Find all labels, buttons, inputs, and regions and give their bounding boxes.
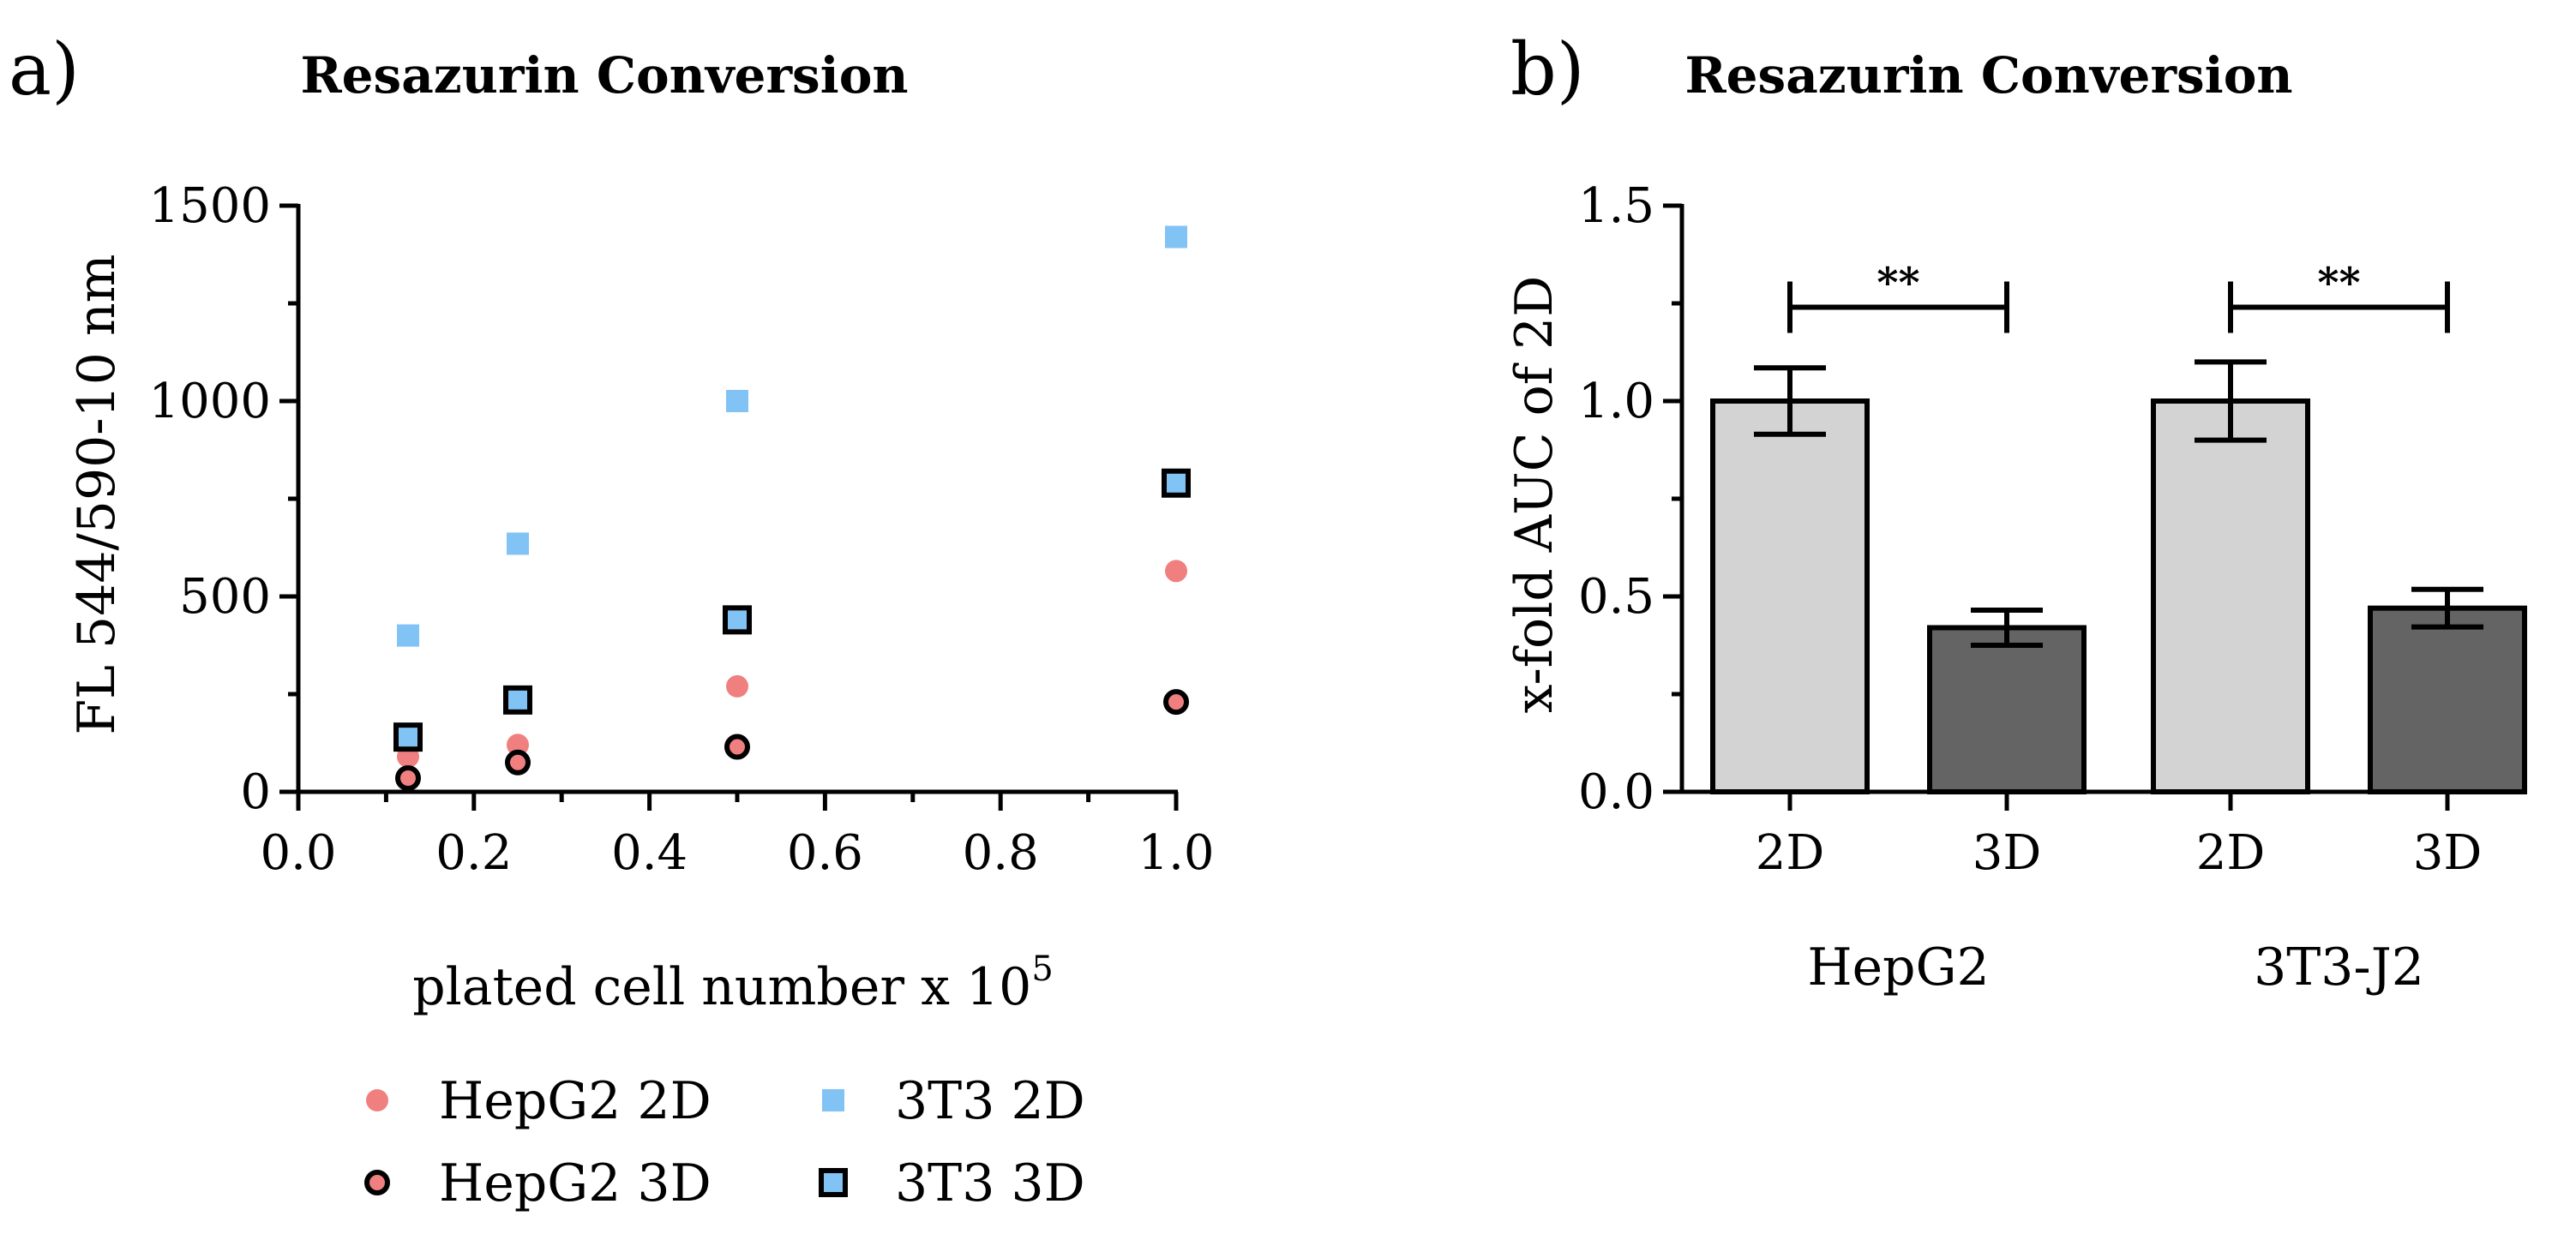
- data-point-hepg2-3d: [395, 765, 421, 792]
- legend-label-3t3-3d: 3T3 3D: [895, 1153, 1085, 1213]
- data-point-3t3-2d: [397, 624, 419, 647]
- panel-b-significance: ** **: [1787, 260, 2450, 333]
- legend-label-hepg2-2d: HepG2 2D: [439, 1071, 712, 1131]
- panel-a-x-tick-label: 0.0: [260, 825, 336, 881]
- data-point-hepg2-2d: [726, 674, 748, 698]
- panel-b-group-label: 3T3-J2: [2254, 937, 2424, 997]
- panel-a: a) Resazurin Conversion FL 544/590-10 nm…: [9, 27, 1215, 1213]
- panel-a-points: [393, 225, 1191, 792]
- panel-b-group-label: HepG2: [1807, 937, 1989, 997]
- data-point-3t3-3d: [1162, 468, 1191, 498]
- panel-a-legend: HepG2 2D HepG2 3D 3T3 2D 3T3 3D: [364, 1071, 1085, 1213]
- data-point-3t3-2d: [1165, 225, 1187, 249]
- data-point-hepg2-3d: [1163, 689, 1189, 716]
- panel-b-bars: [1710, 359, 2527, 794]
- panel-a-title: Resazurin Conversion: [300, 46, 908, 105]
- data-point-hepg2-3d: [724, 734, 750, 760]
- panel-a-y-tick-label: 1500: [148, 178, 271, 234]
- panel-b-category-label: 3D: [2413, 825, 2483, 881]
- panel-a-y-axis-title: FL 544/590-10 nm: [67, 254, 127, 734]
- panel-a-y-tick-label: 500: [179, 569, 271, 625]
- panel-a-x-tick-label: 0.8: [963, 825, 1039, 881]
- data-point-3t3-2d: [726, 390, 748, 412]
- bar: [2151, 398, 2310, 794]
- panel-a-x-tick-label: 0.4: [611, 825, 688, 881]
- panel-a-axes: 0 500 1000 1500 0.0 0.2 0.4 0.6 0.8 1.0: [148, 178, 1214, 881]
- panel-a-x-axis-title: plated cell number x 105: [412, 949, 1054, 1017]
- panel-b-category-label: 2D: [2196, 825, 2266, 881]
- panel-b-y-tick-label: 1.0: [1578, 374, 1654, 429]
- legend-marker-3t3-3d: [819, 1168, 848, 1197]
- data-point-3t3-2d: [507, 532, 529, 555]
- data-point-3t3-3d: [393, 722, 423, 752]
- data-point-hepg2-3d: [505, 749, 531, 776]
- legend-label-hepg2-3d: HepG2 3D: [439, 1153, 712, 1213]
- panel-a-label: a): [9, 27, 80, 111]
- significance-label: **: [1876, 260, 1919, 308]
- panel-b-label: b): [1510, 27, 1585, 111]
- bar: [1710, 398, 1870, 794]
- legend-label-3t3-2d: 3T3 2D: [895, 1071, 1085, 1131]
- data-point-3t3-3d: [723, 605, 752, 635]
- panel-a-y-tick-label: 1000: [148, 374, 271, 429]
- panel-b-title: Resazurin Conversion: [1684, 46, 2292, 105]
- panel-b-y-tick-label: 1.5: [1578, 178, 1654, 234]
- panel-b-y-tick-label: 0.0: [1578, 764, 1654, 820]
- panel-b-y-tick-label: 0.5: [1578, 569, 1654, 625]
- bar: [2368, 605, 2527, 794]
- panel-b: b) Resazurin Conversion x-fold AUC of 2D…: [1504, 27, 2527, 997]
- panel-a-x-tick-label: 0.2: [435, 825, 512, 881]
- panel-a-x-tick-label: 0.6: [787, 825, 863, 881]
- legend-marker-3t3-2d: [822, 1089, 844, 1111]
- panel-b-category-label: 2D: [1756, 825, 1825, 881]
- data-point-hepg2-2d: [507, 734, 529, 757]
- data-point-3t3-3d: [503, 685, 532, 715]
- panel-a-x-axis-title-exponent: 5: [1031, 949, 1053, 989]
- panel-a-x-tick-label: 1.0: [1138, 825, 1214, 881]
- bar: [1927, 625, 2087, 794]
- panel-a-y-tick-label: 0: [240, 764, 271, 820]
- legend-marker-hepg2-2d: [366, 1089, 388, 1111]
- panel-b-y-axis-title: x-fold AUC of 2D: [1504, 276, 1564, 714]
- legend-marker-hepg2-3d: [364, 1170, 390, 1195]
- panel-a-x-axis-title-text: plated cell number x 10: [412, 957, 1031, 1017]
- data-point-hepg2-2d: [1165, 560, 1187, 583]
- panel-b-category-label: 3D: [1973, 825, 2042, 881]
- significance-label: **: [2317, 260, 2360, 308]
